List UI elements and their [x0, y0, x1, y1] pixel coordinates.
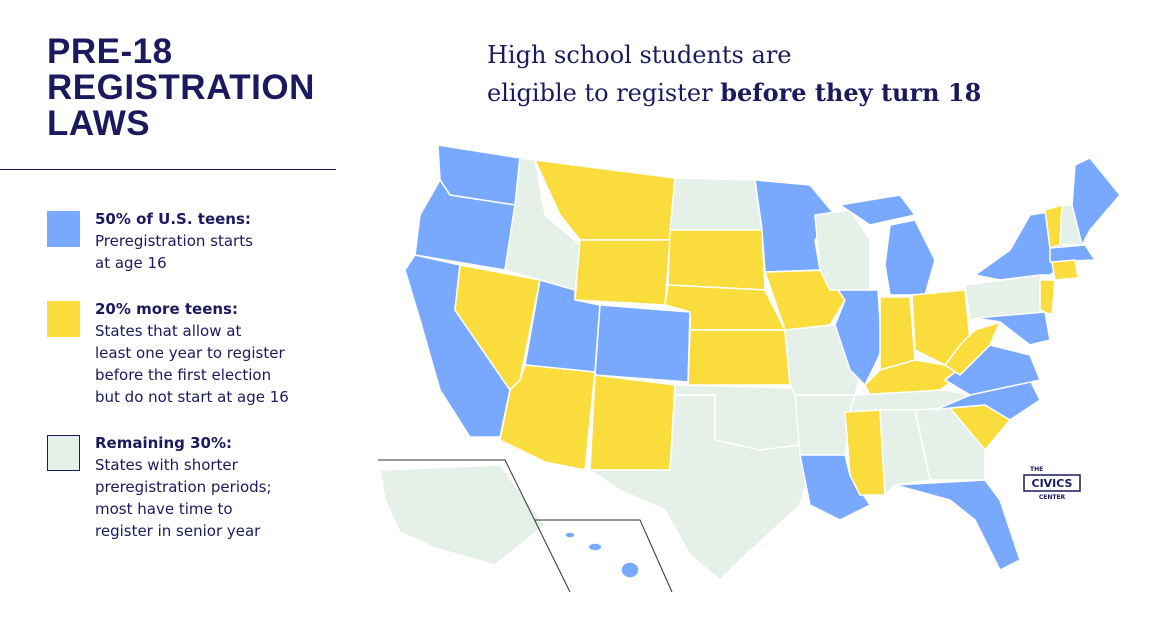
- legend-text: States that allow at: [95, 322, 242, 340]
- divider: [0, 169, 336, 170]
- state: [763, 269, 846, 331]
- state: [879, 296, 916, 371]
- state: [879, 409, 931, 497]
- state: [844, 409, 886, 496]
- headline: High school students are eligible to reg…: [487, 36, 981, 112]
- state: [1049, 244, 1097, 263]
- states: [379, 144, 1121, 582]
- state: [687, 329, 791, 386]
- headline-text: eligible to register: [487, 79, 713, 107]
- legend-heading: 50% of U.S. teens:: [95, 210, 251, 228]
- alaska: [379, 464, 547, 566]
- state: [1051, 259, 1079, 281]
- hawaii: [620, 561, 640, 579]
- logo-main: CIVICS: [1032, 477, 1073, 490]
- title: PRE-18 REGISTRATION LAWS: [47, 34, 315, 142]
- logo-top: THE: [1030, 466, 1043, 473]
- legend-heading: Remaining 30%:: [95, 434, 232, 452]
- state: [974, 311, 1051, 346]
- state: [884, 219, 936, 296]
- logo-box: [1023, 474, 1081, 492]
- state: [1039, 279, 1056, 317]
- hawaii: [587, 542, 603, 552]
- legend-text: before the first election: [95, 366, 272, 384]
- legend-text: States with shorter: [95, 456, 238, 474]
- legend-item: 20% more teens: States that allow at least…: [47, 298, 289, 408]
- state: [799, 454, 872, 521]
- headline-emphasis: before they turn 18: [720, 78, 982, 107]
- hawaii: [564, 531, 576, 539]
- state: [499, 364, 596, 471]
- headline-line: eligible to register before they turn 18: [487, 74, 981, 112]
- headline-line: High school students are: [487, 41, 792, 69]
- state: [667, 229, 766, 291]
- state: [838, 194, 917, 226]
- title-line: LAWS: [47, 104, 151, 143]
- legend-text: most have time to: [95, 500, 233, 518]
- state: [834, 289, 883, 387]
- state: [589, 374, 676, 471]
- legend-text: Preregistration starts: [95, 232, 253, 250]
- logo-bottom: CENTER: [1039, 494, 1066, 501]
- title-line: PRE-18: [47, 32, 173, 71]
- legend-heading: 20% more teens:: [95, 300, 238, 318]
- state: [594, 304, 691, 383]
- inset-border: [535, 519, 673, 593]
- state: [1071, 157, 1121, 248]
- legend: 50% of U.S. teens: Preregistration starts…: [47, 208, 289, 566]
- legend-item: 50% of U.S. teens: Preregistration starts…: [47, 208, 289, 274]
- state: [669, 177, 763, 231]
- legend-text: at age 16: [95, 254, 167, 272]
- state: [574, 239, 671, 306]
- legend-text: register in senior year: [95, 522, 261, 540]
- legend-text: but do not start at age 16: [95, 388, 289, 406]
- legend-swatch: [47, 301, 80, 337]
- legend-text: least one year to register: [95, 344, 285, 362]
- title-line: REGISTRATION: [47, 68, 315, 107]
- inset-border: [378, 459, 571, 593]
- state: [754, 179, 836, 273]
- state: [814, 209, 871, 291]
- legend-swatch: [47, 435, 80, 471]
- state: [894, 479, 1021, 572]
- legend-swatch: [47, 211, 80, 247]
- legend-item: Remaining 30%: States with shorter preregi…: [47, 432, 289, 542]
- legend-text: preregistration periods;: [95, 478, 272, 496]
